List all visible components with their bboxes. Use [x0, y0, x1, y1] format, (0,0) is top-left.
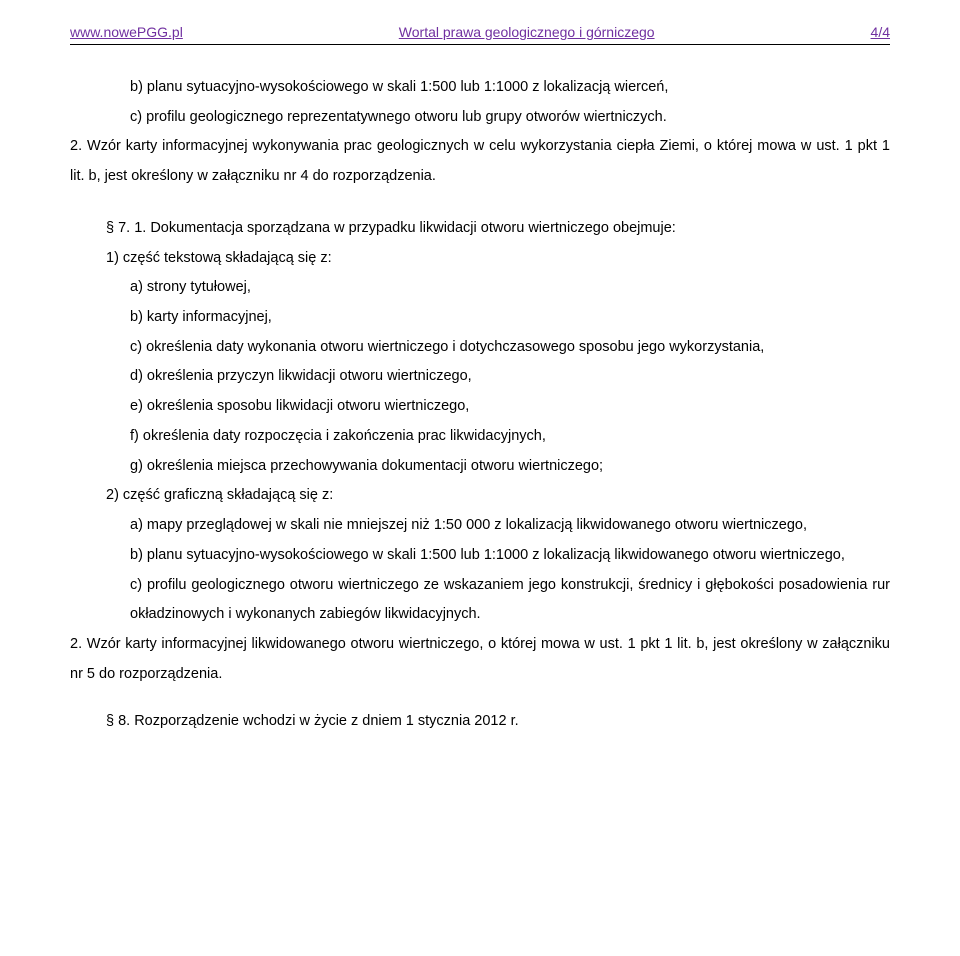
text-line: c) określenia daty wykonania otworu wier…: [70, 333, 890, 363]
text-line: b) karty informacyjnej,: [70, 303, 890, 333]
text-line: a) mapy przeglądowej w skali nie mniejsz…: [70, 511, 890, 541]
document-body: b) planu sytuacyjno-wysokościowego w ska…: [70, 73, 890, 737]
text-line: f) określenia daty rozpoczęcia i zakończ…: [70, 422, 890, 452]
text-line: 1) część tekstową składającą się z:: [70, 244, 890, 274]
text-line: § 8. Rozporządzenie wchodzi w życie z dn…: [70, 707, 890, 737]
text-line: 2. Wzór karty informacyjnej likwidowaneg…: [70, 630, 890, 689]
spacer: [70, 689, 890, 707]
text-line: b) planu sytuacyjno-wysokościowego w ska…: [70, 541, 890, 571]
header-page-number: 4/4: [871, 24, 890, 40]
page-header: www.nowePGG.pl Wortal prawa geologiczneg…: [70, 24, 890, 45]
text-line: c) profilu geologicznego reprezentatywne…: [70, 103, 890, 133]
header-site: www.nowePGG.pl: [70, 24, 183, 40]
text-line: c) profilu geologicznego otworu wiertnic…: [70, 571, 890, 630]
text-line: § 7. 1. Dokumentacja sporządzana w przyp…: [70, 214, 890, 244]
text-line: d) określenia przyczyn likwidacji otworu…: [70, 362, 890, 392]
text-line: b) planu sytuacyjno-wysokościowego w ska…: [70, 73, 890, 103]
text-line: e) określenia sposobu likwidacji otworu …: [70, 392, 890, 422]
spacer: [70, 192, 890, 214]
text-line: a) strony tytułowej,: [70, 273, 890, 303]
header-title: Wortal prawa geologicznego i górniczego: [183, 24, 871, 40]
text-line: g) określenia miejsca przechowywania dok…: [70, 452, 890, 482]
text-line: 2. Wzór karty informacyjnej wykonywania …: [70, 132, 890, 191]
text-line: 2) część graficzną składającą się z:: [70, 481, 890, 511]
